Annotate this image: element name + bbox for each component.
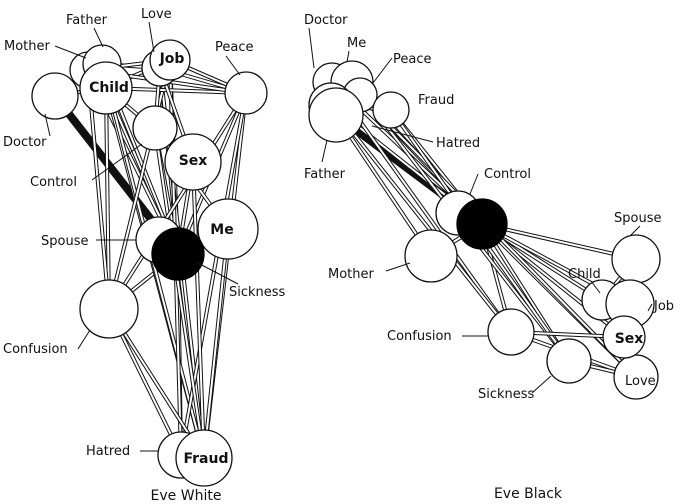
- eve-black-node-confusion: [487, 308, 535, 356]
- eve-white-leader-confusion: [77, 329, 91, 350]
- eve-white-label-doctor: Doctor: [3, 135, 47, 150]
- eve-white-node-me: [197, 198, 259, 260]
- eve-black-bar-fill-hatred-confusion: [330, 104, 512, 333]
- eve-white-node-doctor: [31, 72, 79, 120]
- eve-white-bar-fill-peace-confusion: [108, 92, 247, 310]
- concept-labels: Father Love Mother Child Job Peace Doctor Contr…: [3, 7, 674, 467]
- eve-white-leader-mother: [54, 45, 87, 59]
- eve-black-label-father: Father: [304, 167, 346, 182]
- eve-white-leader-father: [93, 27, 104, 48]
- eve-white-leader-control: [91, 143, 143, 181]
- eve-white-node-sex: [164, 133, 222, 191]
- eve-black-label-mother: Mother: [328, 267, 375, 282]
- eve-white-node-peace: [224, 71, 268, 115]
- eve-white-node-confusion: [79, 279, 139, 339]
- eve-white-label-fraud: Fraud: [183, 451, 228, 467]
- eve-white-label-mother: Mother: [4, 39, 51, 54]
- eve-white-label-control: Control: [30, 175, 77, 190]
- eve-white-label-father: Father: [66, 13, 108, 28]
- eve-black-node-blackhub: [456, 198, 508, 250]
- eve-white-label-confusion: Confusion: [3, 342, 68, 357]
- eve-black-leader-father: [321, 139, 328, 163]
- eve-black-label-me: Me: [347, 36, 366, 51]
- eve-black-bar-fill-father-mother: [335, 114, 432, 257]
- concept-nodes: [31, 39, 661, 487]
- eve-black-leader-doctor: [308, 27, 315, 69]
- eve-black-leader-hatred: [371, 125, 434, 143]
- eve-black-label-confusion: Confusion: [387, 329, 452, 344]
- eve-white-node-fraud: [175, 429, 233, 487]
- eve-white-label-spouse: Spouse: [41, 234, 88, 249]
- eve-white-bar-fill-control-fraud: [154, 127, 205, 459]
- eve-white-label-me: Me: [210, 222, 233, 238]
- eve-black-node-father: [308, 87, 364, 143]
- eve-white-bar-fill-child-confusion: [105, 87, 110, 310]
- eve-black-bar-fill-spouse-blackhub: [481, 223, 637, 260]
- eve-black-leader-peace: [372, 57, 393, 84]
- eve-white-node-sickness: [151, 227, 205, 281]
- panel-titles: Eve White Eve Black: [151, 486, 563, 504]
- eve-white-leader-love: [148, 21, 155, 53]
- eve-black-node-sex: [602, 315, 646, 359]
- eve-white-label-job: Job: [159, 51, 185, 67]
- eve-black-node-mother: [404, 229, 458, 283]
- eve-black-leader-child: [590, 280, 601, 294]
- eve-black-node-fraud: [372, 91, 410, 129]
- eve-black-node-spouse: [611, 234, 661, 284]
- eve-black-label-control: Control: [484, 167, 531, 182]
- eve-black-label-job: Job: [653, 299, 674, 314]
- eve-black-label-spouse: Spouse: [614, 211, 661, 226]
- eve-black-label-sickness: Sickness: [478, 387, 535, 402]
- eve-white-label-sickness: Sickness: [229, 285, 286, 300]
- eve-black-label-fraud: Fraud: [418, 93, 454, 108]
- eve-black-label-peace: Peace: [393, 52, 432, 67]
- eve-white-leader-peace: [225, 55, 241, 76]
- eve-white-leader-sickness: [195, 261, 239, 285]
- eve-black-label-love: Love: [625, 374, 656, 389]
- eve-white-bar-fill-job-confusion: [108, 59, 171, 310]
- eve-black-label-hatred: Hatred: [436, 136, 480, 151]
- eve-black-leader-control: [469, 173, 479, 195]
- eve-black-label-child: Child: [568, 267, 601, 282]
- eve-black-title: Eve Black: [494, 486, 563, 502]
- eve-white-label-child: Child: [89, 80, 129, 96]
- eve-white-node-job: [149, 39, 191, 81]
- eve-white-label-sex: Sex: [179, 153, 208, 169]
- eve-white-node-child: [79, 61, 133, 115]
- eve-black-label-doctor: Doctor: [304, 13, 348, 28]
- eve-white-node-control: [132, 105, 178, 151]
- eve-black-leader-job: [647, 303, 653, 312]
- eve-black-label-sex: Sex: [615, 331, 644, 347]
- eve-white-bar-fill-me-fraud: [203, 228, 229, 459]
- eve-white-label-peace: Peace: [215, 40, 254, 55]
- eve-white-label-hatred: Hatred: [86, 444, 130, 459]
- eve-black-leader-mother: [385, 262, 411, 272]
- eve-black-node-sickness: [546, 338, 592, 384]
- eve-black-leader-spouse: [629, 225, 641, 237]
- eve-white-title: Eve White: [151, 488, 222, 504]
- eve-black-leader-me: [346, 50, 350, 63]
- eve-white-leader-doctor: [44, 113, 51, 137]
- eve-white-bar-fill-peace-hatred: [180, 92, 247, 456]
- eve-black-leader-sickness: [531, 375, 552, 394]
- label-leader-lines: [44, 21, 653, 452]
- eve-white-label-love: Love: [141, 7, 172, 22]
- eve-white-bar-fill-sex-fraud: [192, 161, 205, 459]
